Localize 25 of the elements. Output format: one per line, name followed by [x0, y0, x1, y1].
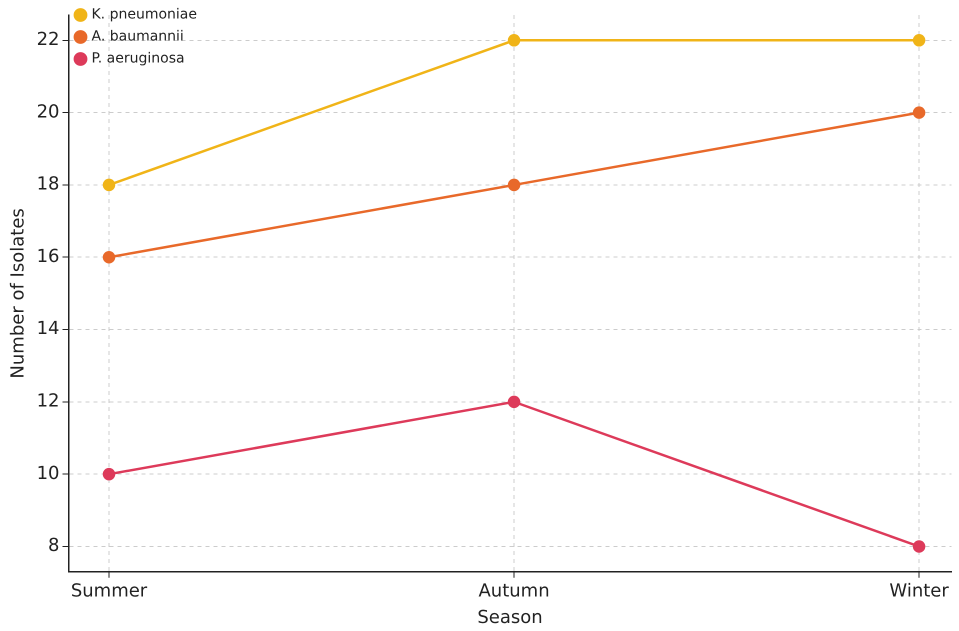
- point: [508, 178, 520, 192]
- x-tick-label: Autumn: [478, 580, 550, 602]
- point: [912, 540, 926, 553]
- y-tick-label: 22: [36, 28, 60, 50]
- legend-label: K. pneumoniae: [92, 6, 198, 23]
- y-tick-label: 12: [36, 390, 60, 412]
- y-tick-label: 8: [48, 535, 60, 556]
- y-tick-label: 14: [36, 318, 60, 340]
- legend-label: A. baumannii: [92, 28, 184, 45]
- point: [912, 34, 926, 47]
- point: [508, 396, 520, 408]
- y-tick-label: 18: [36, 174, 60, 195]
- x-axis-title: Season: [477, 606, 543, 628]
- y-tick-label: 16: [36, 246, 60, 267]
- x-tick-label: Summer: [70, 580, 148, 602]
- y-tick-label: 10: [36, 462, 60, 484]
- legend-label: P. aeruginosa: [92, 50, 185, 67]
- y-axis-title: Number of Isolates: [7, 208, 28, 379]
- y-tick-label: 20: [36, 101, 60, 122]
- point: [102, 468, 116, 480]
- x-tick-label: Winter: [889, 580, 950, 602]
- point: [912, 106, 926, 119]
- point: [102, 250, 116, 264]
- point: [508, 34, 520, 47]
- point: [102, 178, 116, 192]
